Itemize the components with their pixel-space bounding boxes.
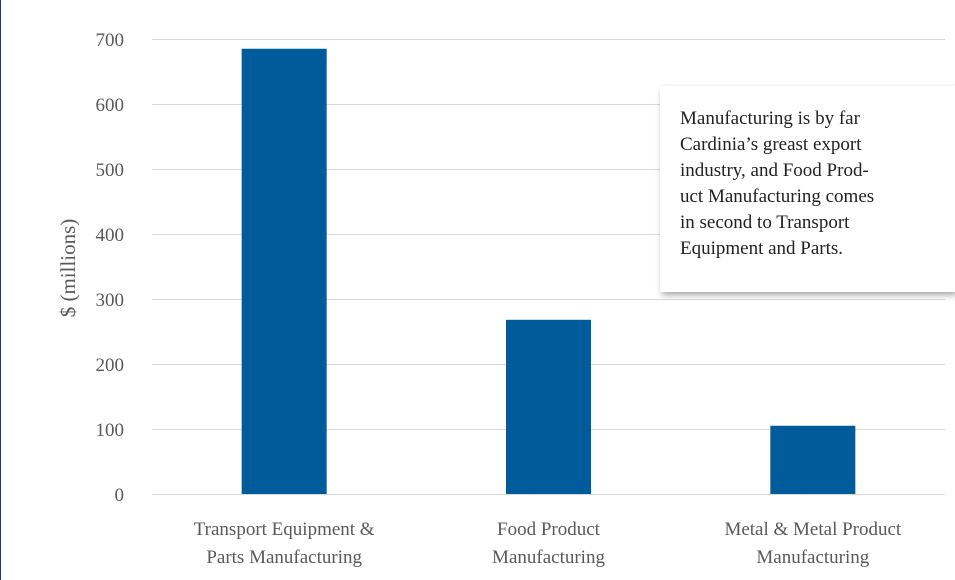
category-labels: Transport Equipment & Parts Manufacturing… bbox=[194, 519, 902, 568]
annotation-callout: Manufacturing is by far Cardinia’s greas… bbox=[660, 86, 955, 292]
callout-line: industry, and Food Prod- bbox=[680, 160, 869, 181]
callout-line: in second to Transport bbox=[680, 212, 850, 233]
y-tick-label: 200 bbox=[96, 355, 125, 376]
callout-line: Cardinia’s greast export bbox=[680, 134, 862, 155]
y-tick-label: 300 bbox=[96, 290, 125, 311]
y-tick-label: 500 bbox=[96, 160, 125, 181]
y-axis-title: $ (millions) bbox=[56, 219, 80, 318]
y-tick-label: 100 bbox=[96, 420, 125, 441]
category-label-line: Transport Equipment & bbox=[194, 519, 375, 540]
bars bbox=[241, 48, 856, 494]
callout-line: Manufacturing is by far bbox=[680, 108, 860, 129]
y-tick-label: 700 bbox=[96, 30, 125, 51]
y-tick-labels: 0 100 200 300 400 500 600 700 bbox=[96, 30, 125, 506]
callout-line: Equipment and Parts. bbox=[680, 238, 844, 259]
category-label-line: Manufacturing bbox=[756, 547, 869, 568]
bar bbox=[770, 425, 856, 494]
category-label: Food Product Manufacturing bbox=[492, 519, 605, 568]
bar bbox=[506, 319, 591, 494]
bar bbox=[241, 48, 327, 494]
y-tick-label: 400 bbox=[96, 225, 125, 246]
callout-line: uct Manufacturing comes bbox=[680, 186, 875, 207]
y-tick-label: 0 bbox=[115, 485, 125, 506]
category-label: Transport Equipment & Parts Manufacturing bbox=[194, 519, 375, 568]
category-label-line: Manufacturing bbox=[492, 547, 605, 568]
category-label-line: Food Product bbox=[497, 519, 601, 540]
y-tick-label: 600 bbox=[96, 95, 125, 116]
category-label-line: Metal & Metal Product bbox=[724, 519, 901, 540]
category-label-line: Parts Manufacturing bbox=[206, 547, 362, 568]
category-label: Metal & Metal Product Manufacturing bbox=[724, 519, 901, 568]
